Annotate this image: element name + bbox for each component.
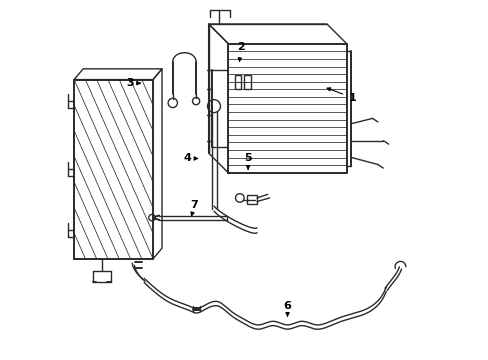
Text: 4: 4 bbox=[183, 153, 197, 163]
Bar bbox=[244, 75, 250, 89]
Text: 2: 2 bbox=[237, 42, 244, 61]
Text: 5: 5 bbox=[244, 153, 251, 169]
Text: 3: 3 bbox=[126, 78, 140, 88]
Text: 1: 1 bbox=[326, 88, 355, 103]
Bar bbox=[234, 75, 241, 89]
Text: 6: 6 bbox=[283, 301, 291, 316]
Bar bbox=[246, 195, 257, 204]
Text: 7: 7 bbox=[190, 200, 198, 216]
